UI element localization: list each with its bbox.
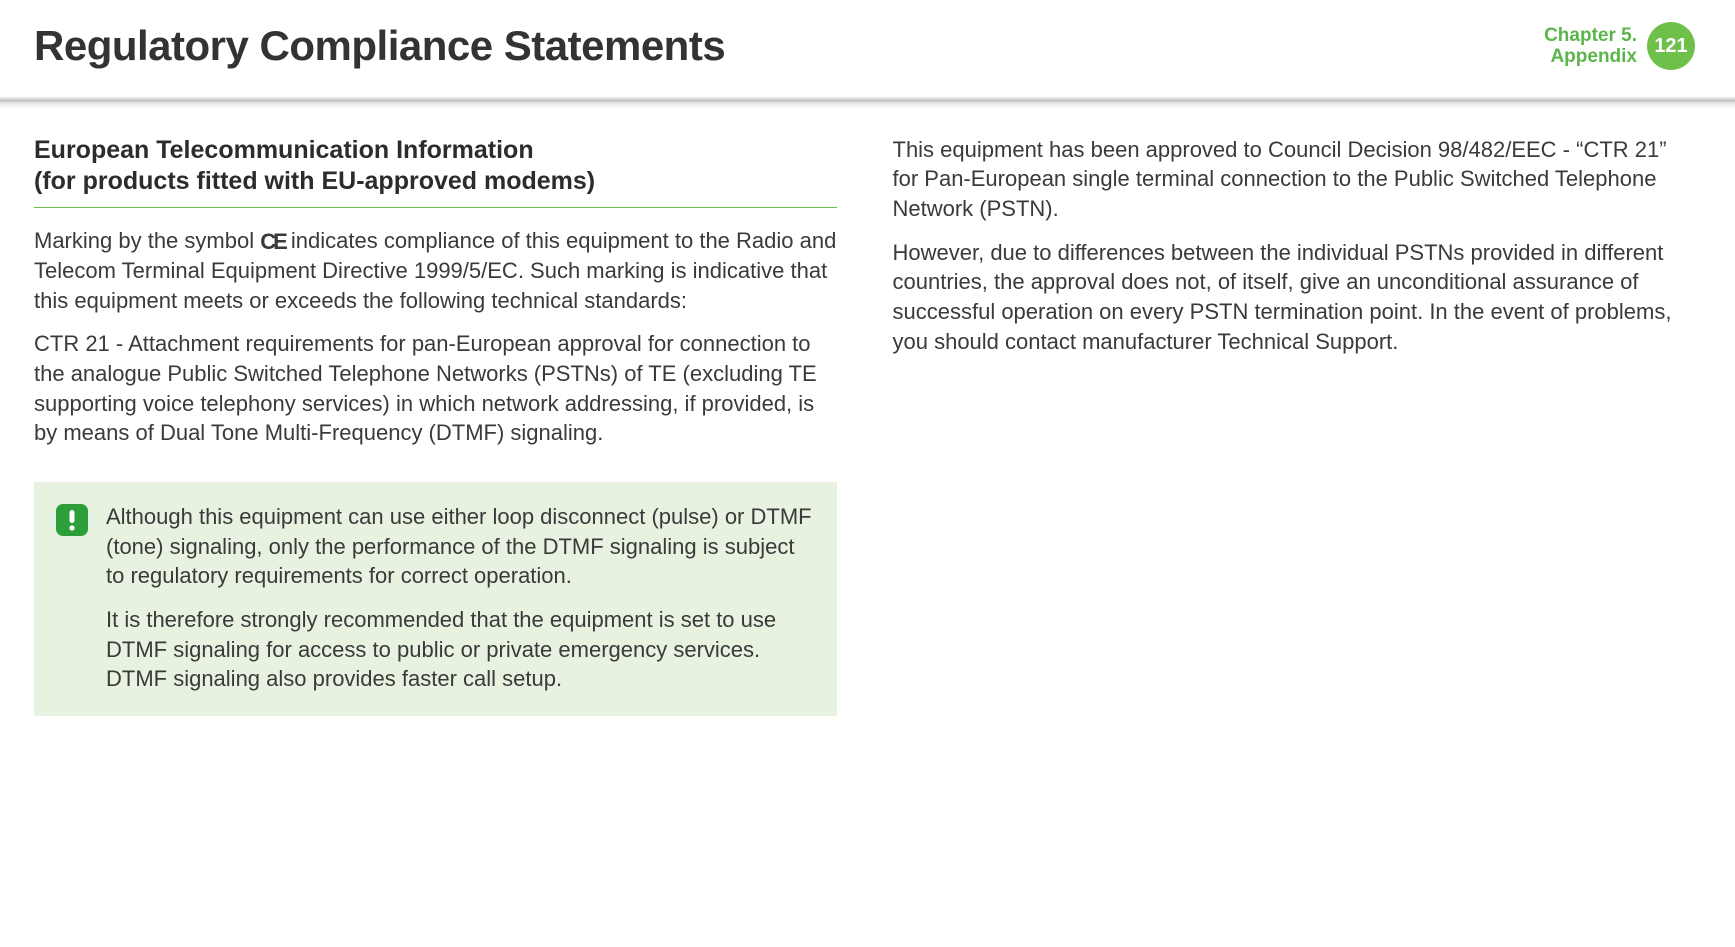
callout-p2: It is therefore strongly recommended tha…	[106, 605, 815, 694]
callout-p1: Although this equipment can use either l…	[106, 502, 815, 591]
left-paragraph-1: Marking by the symbol CE indicates compl…	[34, 226, 837, 315]
page-header: Regulatory Compliance Statements Chapter…	[0, 0, 1735, 89]
left-column: European Telecommunication Information (…	[34, 135, 837, 716]
callout-body: Although this equipment can use either l…	[106, 502, 815, 694]
page-title: Regulatory Compliance Statements	[34, 18, 725, 75]
page-number-badge: 121	[1647, 22, 1695, 70]
right-paragraph-1: This equipment has been approved to Coun…	[893, 135, 1696, 224]
section-heading: European Telecommunication Information (…	[34, 135, 837, 209]
page-root: Regulatory Compliance Statements Chapter…	[0, 0, 1735, 947]
right-paragraph-2: However, due to differences between the …	[893, 238, 1696, 357]
important-icon	[56, 504, 88, 536]
right-column: This equipment has been approved to Coun…	[893, 135, 1696, 716]
content-columns: European Telecommunication Information (…	[0, 135, 1735, 716]
left-paragraph-2: CTR 21 - Attachment requirements for pan…	[34, 329, 837, 448]
heading-line-2: (for products fitted with EU-approved mo…	[34, 167, 595, 195]
ce-mark-icon: CE	[260, 227, 285, 257]
important-callout: Although this equipment can use either l…	[34, 482, 837, 716]
chapter-line-2: Appendix	[1544, 46, 1637, 68]
chapter-line-1: Chapter 5.	[1544, 25, 1637, 47]
chapter-label: Chapter 5. Appendix	[1544, 25, 1637, 69]
heading-line-1: European Telecommunication Information	[34, 136, 534, 164]
header-right: Chapter 5. Appendix 121	[1544, 22, 1695, 70]
header-divider	[0, 89, 1735, 109]
p1-before: Marking by the symbol	[34, 228, 260, 253]
